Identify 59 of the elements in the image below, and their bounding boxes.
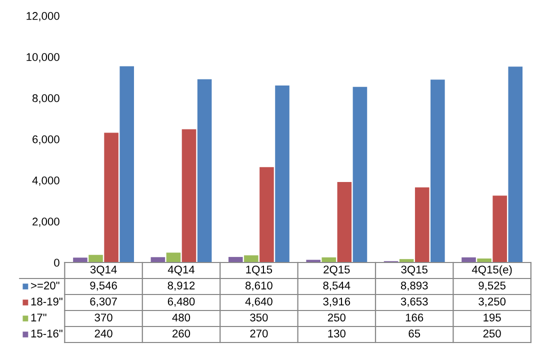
data-label: 480	[172, 314, 190, 322]
bar	[260, 167, 274, 262]
data-label: 9,546	[90, 282, 117, 291]
y-tick-label: 12,000	[26, 12, 60, 22]
y-tick-label: 10,000	[26, 53, 60, 62]
data-label: 240	[94, 330, 112, 338]
bar	[508, 66, 523, 262]
bar	[166, 252, 181, 262]
x-tick-label: 1Q15	[246, 266, 272, 276]
data-label: 8,610	[246, 282, 272, 291]
data-label: 8,912	[168, 282, 195, 291]
legend-label: 18-19"	[31, 298, 62, 306]
x-tick-label: 4Q14	[168, 266, 195, 276]
data-label: 8,544	[323, 282, 350, 291]
data-label: 250	[483, 330, 501, 338]
y-tick-label: 6,000	[32, 135, 60, 145]
y-tick-label: 0	[54, 258, 60, 267]
legend-label: >=20"	[31, 282, 60, 290]
data-label: 166	[406, 314, 424, 322]
data-label: 370	[94, 314, 112, 322]
bar	[275, 85, 290, 262]
bar	[414, 187, 430, 262]
bar	[120, 66, 134, 262]
bar	[492, 196, 507, 262]
bar	[337, 182, 352, 262]
data-label: 6,480	[168, 298, 195, 307]
data-label: 65	[408, 330, 420, 338]
bar	[244, 255, 258, 262]
bar	[104, 132, 118, 262]
bar	[228, 256, 243, 262]
data-label: 3,916	[323, 298, 350, 307]
bar	[88, 254, 103, 262]
x-tick-label: 2Q15	[324, 266, 350, 276]
data-label: 4,640	[245, 298, 272, 307]
data-label: 8,893	[400, 282, 428, 291]
bar	[352, 86, 368, 262]
bar	[150, 257, 166, 262]
y-tick-label: 2,000	[32, 218, 60, 227]
y-tick-label: 4,000	[32, 176, 60, 186]
legend-label: 17"	[31, 314, 46, 322]
legend-label: 15-16"	[31, 330, 62, 338]
bar	[197, 79, 212, 262]
bar	[73, 258, 88, 262]
bar	[182, 129, 196, 262]
data-label: 250	[328, 314, 346, 322]
data-label: 270	[250, 330, 268, 338]
data-label: 6,307	[90, 298, 117, 307]
bar	[430, 80, 445, 262]
y-tick-label: 8,000	[32, 94, 60, 104]
x-tick-label: 3Q14	[90, 266, 117, 276]
data-label: 9,525	[478, 282, 506, 291]
data-label: 260	[172, 330, 190, 338]
data-label: 3,250	[478, 298, 506, 307]
data-label: 350	[250, 314, 268, 322]
data-label: 195	[484, 314, 501, 322]
data-label: 3,653	[400, 298, 428, 307]
data-label: 130	[328, 330, 346, 338]
x-tick-label: 3Q15	[401, 266, 428, 276]
x-tick-label: 4Q15(e)	[472, 265, 512, 276]
